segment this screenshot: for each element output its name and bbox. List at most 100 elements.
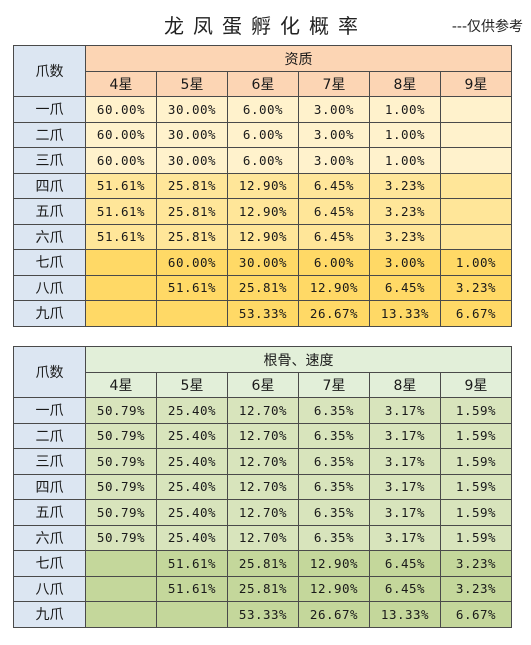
probability-cell: 26.67% — [298, 601, 370, 628]
probability-cell: 1.59% — [440, 499, 512, 526]
bone-speed-probability-table: 爪数 根骨、速度 4星 5星 6星 7星 8星 9星 一爪 50.79% 25.40% 12.7… — [13, 346, 512, 628]
probability-cell: 3.23% — [440, 575, 512, 602]
table-row: 五爪 50.79% 25.40% 12.70% 6.35% 3.17% 1.59% — [13, 499, 512, 526]
claw-label: 八爪 — [13, 575, 86, 602]
probability-cell: 12.90% — [227, 223, 299, 250]
probability-cell — [440, 147, 512, 174]
probability-cell: 6.67% — [440, 300, 512, 327]
probability-cell: 1.59% — [440, 397, 512, 424]
star-header: 7星 — [298, 372, 370, 398]
claw-label: 二爪 — [13, 121, 86, 148]
probability-cell: 25.40% — [156, 473, 228, 500]
probability-cell: 1.00% — [369, 96, 441, 123]
probability-cell: 51.61% — [156, 274, 228, 301]
probability-cell: 1.59% — [440, 422, 512, 449]
qualification-group-header: 资质 — [85, 45, 512, 72]
probability-cell: 12.70% — [227, 422, 299, 449]
probability-cell: 12.90% — [298, 274, 370, 301]
probability-cell: 3.23% — [440, 274, 512, 301]
table-row: 六爪 51.61% 25.81% 12.90% 6.45% 3.23% — [13, 223, 512, 250]
probability-cell: 25.81% — [227, 575, 299, 602]
probability-cell — [85, 300, 157, 327]
probability-cell: 50.79% — [85, 397, 157, 424]
table-row: 八爪 51.61% 25.81% 12.90% 6.45% 3.23% — [13, 575, 512, 602]
probability-cell: 6.00% — [298, 249, 370, 276]
probability-cell: 25.40% — [156, 524, 228, 551]
star-header: 8星 — [369, 372, 441, 398]
probability-cell — [440, 172, 512, 199]
probability-cell: 3.17% — [369, 422, 441, 449]
probability-cell: 3.00% — [369, 249, 441, 276]
star-header: 6星 — [227, 372, 299, 398]
probability-cell: 6.35% — [298, 499, 370, 526]
probability-cell: 6.35% — [298, 397, 370, 424]
table-row: 九爪 53.33% 26.67% 13.33% 6.67% — [13, 300, 512, 327]
table-row: 三爪 50.79% 25.40% 12.70% 6.35% 3.17% 1.59% — [13, 448, 512, 475]
probability-cell: 60.00% — [85, 96, 157, 123]
probability-cell: 50.79% — [85, 473, 157, 500]
probability-cell — [85, 274, 157, 301]
probability-cell: 6.45% — [298, 198, 370, 225]
table-row: 三爪 60.00% 30.00% 6.00% 3.00% 1.00% — [13, 147, 512, 174]
probability-cell: 51.61% — [156, 575, 228, 602]
probability-cell: 1.59% — [440, 473, 512, 500]
claw-label: 五爪 — [13, 198, 86, 225]
probability-cell: 1.59% — [440, 524, 512, 551]
probability-cell: 13.33% — [369, 300, 441, 327]
probability-cell: 30.00% — [156, 96, 228, 123]
probability-cell: 25.40% — [156, 397, 228, 424]
probability-cell: 25.40% — [156, 448, 228, 475]
probability-cell: 25.81% — [156, 198, 228, 225]
claw-label: 五爪 — [13, 499, 86, 526]
table-row: 六爪 50.79% 25.40% 12.70% 6.35% 3.17% 1.59% — [13, 524, 512, 551]
probability-cell: 25.81% — [227, 274, 299, 301]
table-body: 一爪 50.79% 25.40% 12.70% 6.35% 3.17% 1.59% 二爪 50.… — [13, 397, 512, 628]
claw-label: 八爪 — [13, 274, 86, 301]
probability-cell: 50.79% — [85, 499, 157, 526]
probability-cell — [85, 249, 157, 276]
probability-cell: 12.90% — [298, 550, 370, 577]
probability-cell: 25.81% — [156, 223, 228, 250]
probability-cell: 6.45% — [369, 550, 441, 577]
probability-cell: 3.00% — [298, 96, 370, 123]
claw-label: 九爪 — [13, 300, 86, 327]
probability-cell: 30.00% — [227, 249, 299, 276]
probability-cell: 3.17% — [369, 448, 441, 475]
probability-cell — [440, 223, 512, 250]
claw-label: 六爪 — [13, 223, 86, 250]
probability-cell: 13.33% — [369, 601, 441, 628]
star-header: 5星 — [156, 71, 228, 97]
probability-cell: 50.79% — [85, 448, 157, 475]
probability-cell: 30.00% — [156, 147, 228, 174]
probability-cell: 6.67% — [440, 601, 512, 628]
probability-cell — [440, 96, 512, 123]
probability-cell: 1.00% — [369, 147, 441, 174]
probability-cell — [85, 550, 157, 577]
probability-cell: 30.00% — [156, 121, 228, 148]
star-header: 7星 — [298, 71, 370, 97]
probability-cell: 3.17% — [369, 397, 441, 424]
probability-cell: 3.23% — [369, 198, 441, 225]
probability-cell: 6.00% — [227, 121, 299, 148]
probability-cell: 51.61% — [156, 550, 228, 577]
probability-cell: 6.35% — [298, 473, 370, 500]
probability-cell: 3.23% — [369, 172, 441, 199]
star-header: 4星 — [85, 372, 157, 398]
claw-label: 三爪 — [13, 147, 86, 174]
probability-cell: 60.00% — [85, 147, 157, 174]
probability-cell: 3.00% — [298, 147, 370, 174]
probability-cell: 12.70% — [227, 473, 299, 500]
table-row: 二爪 50.79% 25.40% 12.70% 6.35% 3.17% 1.59% — [13, 422, 512, 449]
probability-cell: 12.90% — [298, 575, 370, 602]
probability-cell: 1.59% — [440, 448, 512, 475]
probability-cell: 25.81% — [156, 172, 228, 199]
claw-label: 七爪 — [13, 249, 86, 276]
table-row: 一爪 60.00% 30.00% 6.00% 3.00% 1.00% — [13, 96, 512, 123]
claw-label: 一爪 — [13, 397, 86, 424]
probability-cell: 51.61% — [85, 172, 157, 199]
probability-cell: 12.90% — [227, 172, 299, 199]
probability-cell: 6.45% — [369, 274, 441, 301]
probability-cell: 51.61% — [85, 223, 157, 250]
probability-cell: 3.17% — [369, 499, 441, 526]
table-row: 五爪 51.61% 25.81% 12.90% 6.45% 3.23% — [13, 198, 512, 225]
